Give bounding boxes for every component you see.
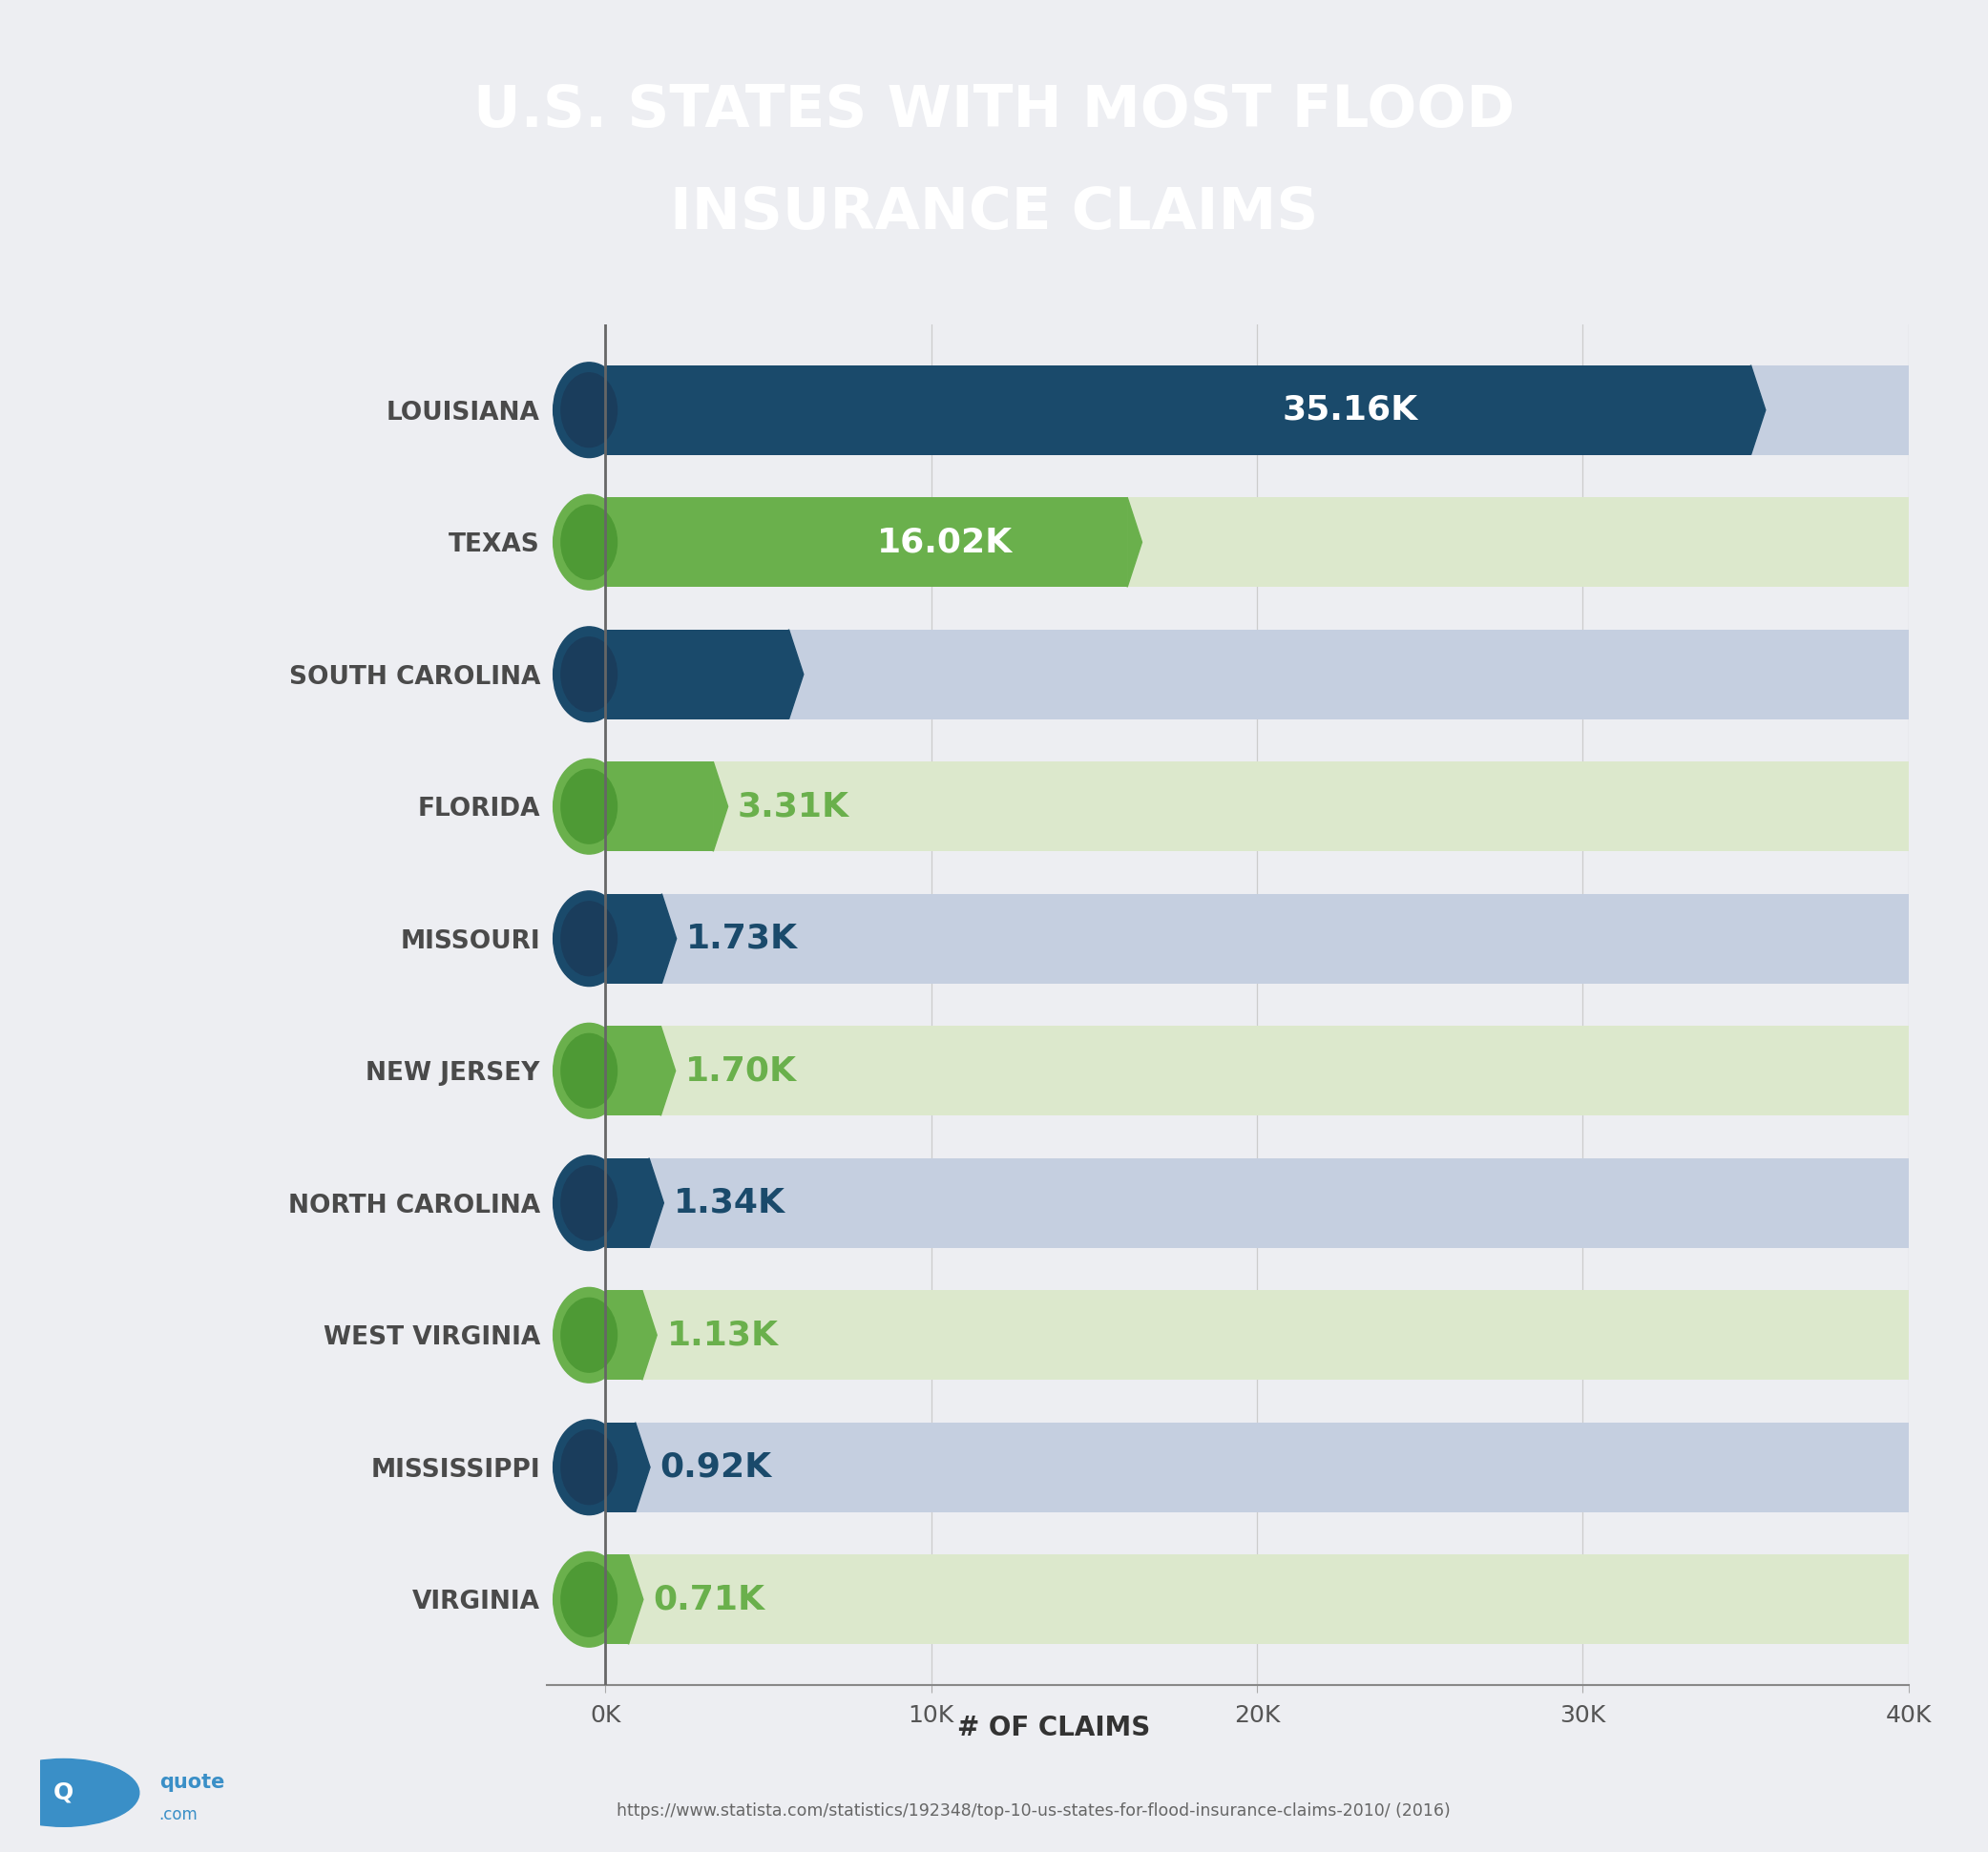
Ellipse shape xyxy=(561,506,616,580)
Ellipse shape xyxy=(553,891,624,987)
Bar xyxy=(604,1026,660,1115)
Text: U.S. STATES WITH MOST FLOOD: U.S. STATES WITH MOST FLOOD xyxy=(473,83,1515,139)
Polygon shape xyxy=(1127,496,1141,587)
Bar xyxy=(604,630,1908,719)
Text: 5.63K: 5.63K xyxy=(642,657,753,691)
Bar xyxy=(604,1554,628,1645)
Bar xyxy=(604,1158,1908,1248)
Ellipse shape xyxy=(561,902,616,976)
Ellipse shape xyxy=(553,363,624,457)
Text: # OF CLAIMS: # OF CLAIMS xyxy=(956,1715,1151,1741)
Bar xyxy=(604,630,789,719)
Text: 35.16K: 35.16K xyxy=(1282,394,1417,426)
Text: Q: Q xyxy=(54,1782,74,1804)
Polygon shape xyxy=(662,895,676,983)
Polygon shape xyxy=(642,1291,656,1380)
Bar xyxy=(604,1026,1908,1115)
Text: INSURANCE CLAIMS: INSURANCE CLAIMS xyxy=(670,185,1318,241)
Circle shape xyxy=(0,1759,139,1826)
Bar xyxy=(604,1291,1908,1380)
Ellipse shape xyxy=(553,759,624,854)
Bar xyxy=(604,1554,1908,1645)
Ellipse shape xyxy=(553,1022,624,1119)
Bar xyxy=(604,1291,642,1380)
Polygon shape xyxy=(1751,365,1765,456)
Ellipse shape xyxy=(553,494,624,589)
Ellipse shape xyxy=(561,1033,616,1107)
Bar xyxy=(604,1422,1908,1513)
Text: 0.71K: 0.71K xyxy=(652,1583,765,1615)
Ellipse shape xyxy=(561,769,616,843)
Text: .com: .com xyxy=(159,1806,199,1824)
Polygon shape xyxy=(636,1422,650,1513)
Ellipse shape xyxy=(561,1430,616,1504)
Bar xyxy=(604,761,1908,852)
Bar xyxy=(604,496,1908,587)
Bar xyxy=(604,365,1751,456)
Polygon shape xyxy=(628,1554,644,1645)
Bar xyxy=(604,496,1127,587)
Ellipse shape xyxy=(553,1156,624,1250)
Bar xyxy=(604,1158,648,1248)
Bar xyxy=(604,1422,636,1513)
Text: https://www.statista.com/statistics/192348/top-10-us-states-for-flood-insurance-: https://www.statista.com/statistics/1923… xyxy=(616,1802,1451,1821)
Ellipse shape xyxy=(553,1420,624,1515)
Ellipse shape xyxy=(553,626,624,722)
Ellipse shape xyxy=(561,1298,616,1372)
Polygon shape xyxy=(660,1026,676,1115)
Text: 1.13K: 1.13K xyxy=(666,1319,777,1352)
Text: 3.31K: 3.31K xyxy=(738,791,849,822)
Text: quote: quote xyxy=(159,1772,225,1791)
Polygon shape xyxy=(648,1158,664,1248)
Bar xyxy=(604,365,1908,456)
Bar xyxy=(604,895,662,983)
Bar xyxy=(604,895,1908,983)
Text: 1.70K: 1.70K xyxy=(686,1054,797,1087)
Polygon shape xyxy=(789,630,803,719)
Ellipse shape xyxy=(561,637,616,711)
Polygon shape xyxy=(714,761,728,852)
Ellipse shape xyxy=(553,1552,624,1646)
Ellipse shape xyxy=(561,372,616,446)
Ellipse shape xyxy=(553,1287,624,1383)
Text: 1.73K: 1.73K xyxy=(686,922,797,956)
Text: 16.02K: 16.02K xyxy=(877,526,1012,559)
Ellipse shape xyxy=(561,1563,616,1637)
Ellipse shape xyxy=(561,1167,616,1241)
Text: 0.92K: 0.92K xyxy=(660,1450,771,1483)
Text: 1.34K: 1.34K xyxy=(674,1187,785,1219)
Bar xyxy=(604,761,714,852)
